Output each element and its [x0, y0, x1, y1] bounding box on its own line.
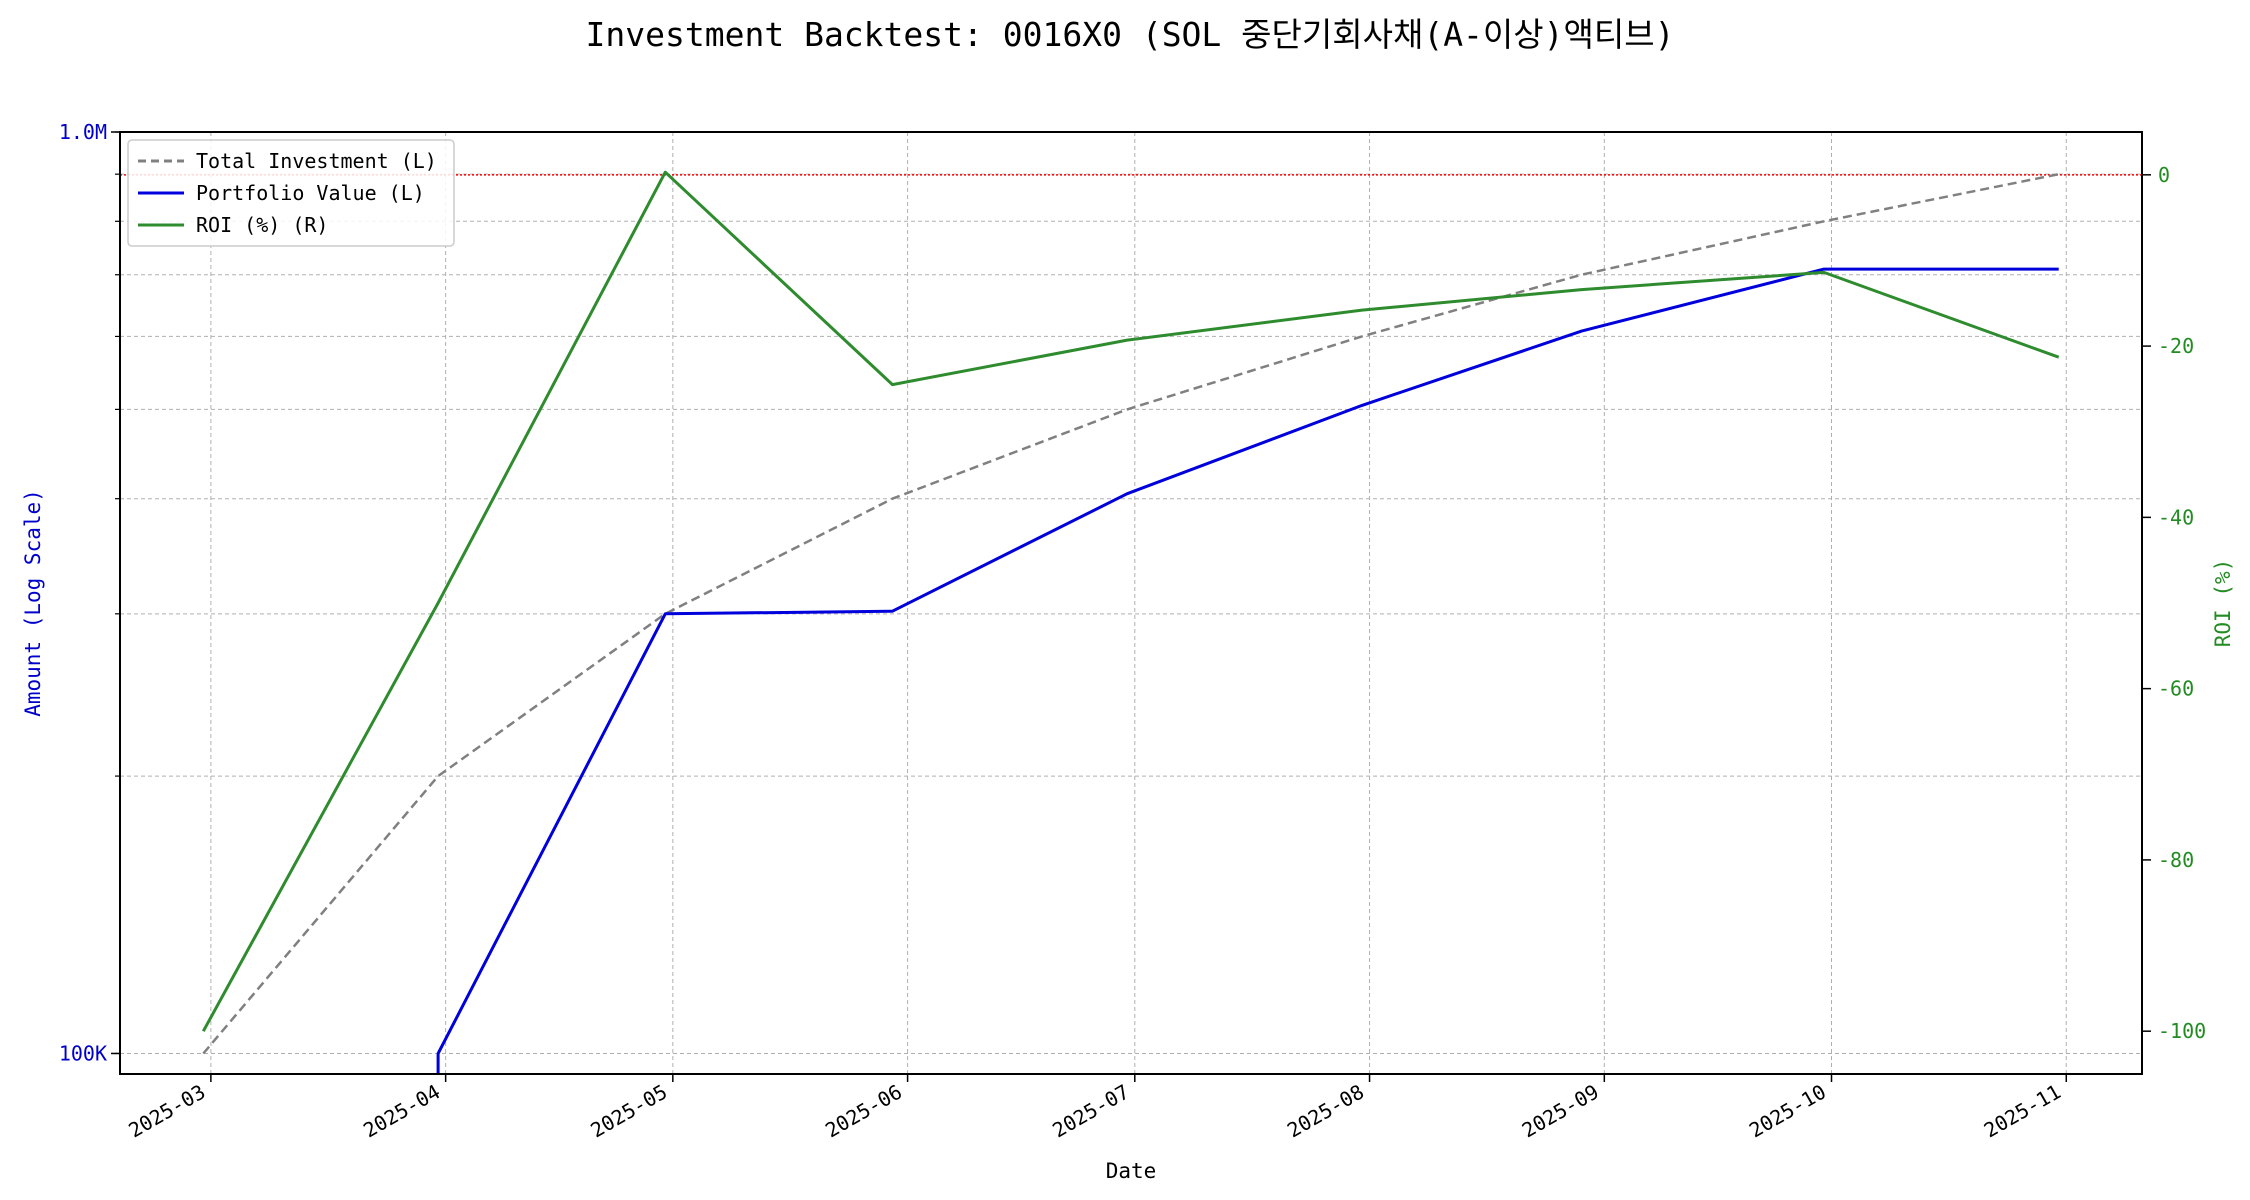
- legend-box: [127, 139, 455, 247]
- legend-label: Total Investment (L): [196, 149, 437, 173]
- legend: Total Investment (L) Portfolio Value (L) R…: [127, 139, 455, 247]
- series-line-portfolio-value-l: [436, 267, 2059, 1074]
- x-axis: 2025-03 2025-04 2025-05 2025-06 2025-07 2025-…: [124, 1074, 2068, 1143]
- y-left-tick-label: 100K: [59, 1041, 107, 1065]
- series-line-total-investment-l: [202, 172, 2059, 1055]
- x-tick-label: 2025-04: [359, 1080, 444, 1143]
- y-right-tick-label: -20: [2158, 334, 2194, 358]
- y-left-axis: 100K 1.0M: [59, 120, 120, 1065]
- chart-title: Investment Backtest: 0016X0 (SOL 중단기회사채(…: [586, 15, 1675, 54]
- plot-frame: [119, 131, 2143, 1075]
- y-right-tick-label: 0: [2158, 163, 2170, 187]
- y-right-tick-label: -100: [2158, 1019, 2206, 1043]
- x-tick-label: 2025-08: [1283, 1080, 1368, 1143]
- x-tick-label: 2025-10: [1745, 1080, 1830, 1143]
- x-tick-label: 2025-09: [1518, 1080, 1603, 1143]
- y-right-tick-label: -40: [2158, 505, 2194, 529]
- legend-label: Portfolio Value (L): [196, 181, 425, 205]
- x-tick-label: 2025-11: [1980, 1080, 2065, 1143]
- legend-label: ROI (%) (R): [196, 213, 328, 237]
- x-tick-label: 2025-06: [821, 1080, 906, 1143]
- legend-items: Total Investment (L) Portfolio Value (L) R…: [138, 149, 437, 237]
- series-line-roi-r: [201, 170, 2060, 1032]
- x-axis-label: Date: [1106, 1159, 1157, 1183]
- series-layer: [201, 170, 2060, 1074]
- grid: [120, 131, 2142, 1074]
- x-tick-label: 2025-07: [1048, 1080, 1133, 1143]
- y-right-axis-label: ROI (%): [2211, 559, 2235, 648]
- y-right-tick-label: -80: [2158, 848, 2194, 872]
- x-tick-label: 2025-03: [124, 1080, 209, 1143]
- y-left-tick-label: 1.0M: [59, 120, 107, 144]
- y-right-axis: 0 -20 -40 -60 -80 -100: [2142, 163, 2206, 1043]
- y-right-tick-label: -60: [2158, 677, 2194, 701]
- y-left-axis-label: Amount (Log Scale): [21, 489, 45, 717]
- x-tick-label: 2025-05: [586, 1080, 671, 1143]
